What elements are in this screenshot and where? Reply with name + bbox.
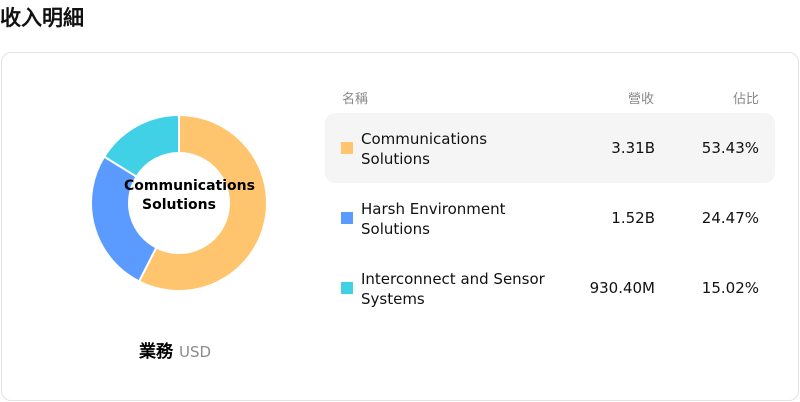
table-row[interactable]: Communications Solutions 3.31B 53.43% — [325, 113, 775, 183]
row-share: 15.02% — [701, 279, 759, 297]
row-revenue: 3.31B — [611, 139, 655, 157]
header-revenue: 營收 — [627, 92, 654, 107]
row-name: Communications Solutions — [361, 130, 488, 168]
caption-label: 業務 — [138, 342, 173, 362]
legend-swatch — [341, 282, 353, 294]
chart-caption: 業務 USD — [0, 337, 350, 362]
header-share: 佔比 — [732, 92, 759, 107]
row-share: 24.47% — [701, 209, 759, 227]
row-share: 53.43% — [701, 139, 759, 157]
table-row[interactable]: Interconnect and Sensor Systems 930.40M … — [325, 253, 775, 323]
donut-slice-1[interactable] — [137, 113, 268, 292]
row-revenue: 1.52B — [611, 209, 655, 227]
row-name: Harsh Environment Solutions — [361, 200, 506, 238]
legend-swatch — [341, 142, 353, 154]
legend-swatch — [341, 212, 353, 224]
page-title: 收入明細 — [0, 6, 84, 30]
donut-center-label: Communications Solutions — [124, 178, 255, 213]
revenue-card — [1, 52, 799, 401]
header-name: 名稱 — [342, 92, 369, 107]
row-name: Interconnect and Sensor Systems — [361, 270, 545, 308]
donut-slice-3[interactable] — [102, 113, 180, 179]
caption-unit: USD — [178, 343, 212, 361]
row-revenue: 930.40M — [589, 279, 655, 297]
donut-slice-2[interactable] — [90, 155, 158, 283]
table-row[interactable]: Harsh Environment Solutions 1.52B 24.47% — [325, 183, 775, 253]
donut-chart — [90, 113, 268, 292]
